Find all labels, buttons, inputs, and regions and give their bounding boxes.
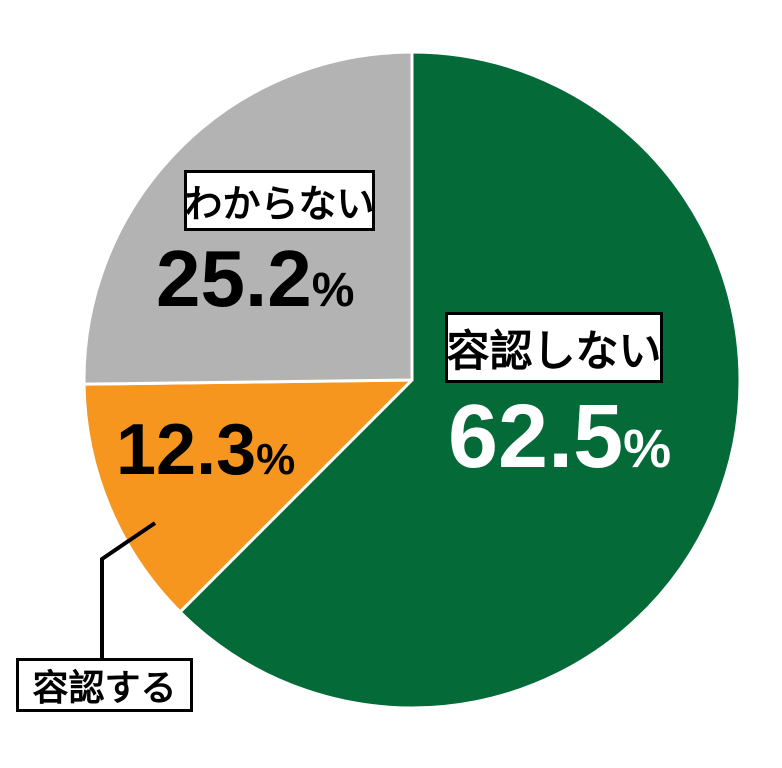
segment-value-number-wakaranai: 25.2 <box>156 234 312 323</box>
segment-value-younin-suru: 12.3% <box>116 414 295 486</box>
segment-value-unit-younin-suru: % <box>256 435 296 484</box>
segment-label-box-wakaranai: わからない <box>184 170 375 231</box>
segment-value-wakaranai: 25.2% <box>156 239 354 319</box>
segment-label-box-younin-shinai: 容認しない <box>445 312 663 383</box>
segment-label-text-wakaranai: わからない <box>184 184 375 226</box>
segment-label-box-younin-suru: 容認する <box>16 658 193 712</box>
pie-slice-1 <box>82 378 414 614</box>
segment-value-younin-shinai: 62.5% <box>448 392 671 482</box>
leader-line-younin-suru <box>100 521 157 658</box>
segment-value-number-younin-suru: 12.3 <box>116 410 257 490</box>
segment-value-number-younin-shinai: 62.5 <box>448 387 624 487</box>
segment-value-unit-wakaranai: % <box>311 264 355 317</box>
segment-value-unit-younin-shinai: % <box>623 419 672 479</box>
segment-label-text-younin-suru: 容認する <box>32 667 177 708</box>
segment-label-text-younin-shinai: 容認しない <box>446 327 662 376</box>
